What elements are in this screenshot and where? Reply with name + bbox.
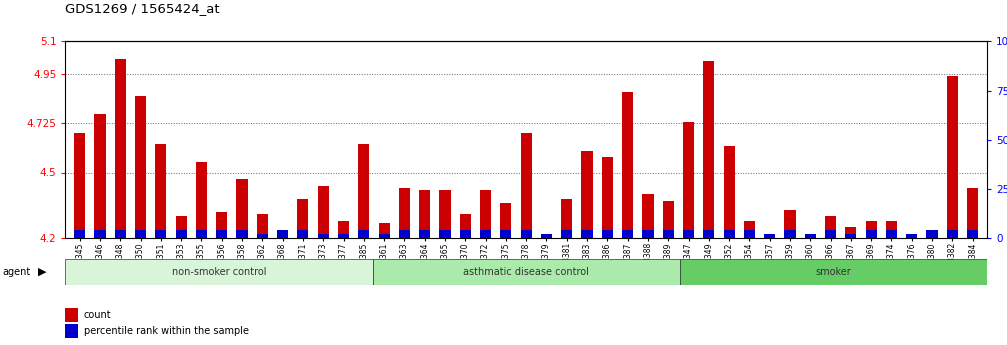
Bar	[764, 234, 775, 238]
Bar	[926, 230, 938, 238]
Bar	[602, 230, 613, 238]
Bar	[459, 230, 471, 238]
Bar	[195, 161, 207, 238]
Bar	[317, 234, 329, 238]
Bar	[947, 76, 958, 238]
Bar	[805, 234, 816, 238]
Bar	[622, 230, 633, 238]
Bar	[886, 230, 897, 238]
Bar	[358, 144, 370, 238]
Text: non-smoker control: non-smoker control	[172, 267, 266, 277]
Bar	[439, 190, 450, 238]
Bar	[459, 214, 471, 238]
Bar	[680, 259, 987, 285]
Bar	[65, 259, 373, 285]
Bar	[379, 234, 390, 238]
Bar	[723, 146, 735, 238]
Bar	[297, 199, 308, 238]
Bar	[480, 230, 491, 238]
Bar	[642, 230, 654, 238]
Bar	[135, 96, 146, 238]
Bar	[95, 230, 106, 238]
Bar	[581, 230, 593, 238]
Bar	[602, 157, 613, 238]
Bar	[155, 230, 166, 238]
Bar	[541, 234, 552, 238]
Bar	[75, 230, 86, 238]
Text: count: count	[84, 310, 111, 319]
Bar	[399, 230, 410, 238]
Bar	[947, 230, 958, 238]
Bar	[561, 199, 572, 238]
Bar	[379, 223, 390, 238]
Bar	[926, 234, 938, 238]
Bar	[703, 230, 714, 238]
Bar	[825, 216, 836, 238]
Bar	[358, 230, 370, 238]
Bar	[561, 230, 572, 238]
Bar	[845, 227, 857, 238]
Bar	[521, 230, 532, 238]
Bar	[967, 230, 978, 238]
Bar	[744, 230, 755, 238]
Bar	[845, 234, 857, 238]
Bar	[155, 144, 166, 238]
Bar	[663, 201, 674, 238]
Bar	[277, 230, 288, 238]
Bar	[419, 190, 430, 238]
Text: asthmatic disease control: asthmatic disease control	[463, 267, 589, 277]
Bar	[500, 203, 512, 238]
Text: percentile rank within the sample: percentile rank within the sample	[84, 326, 249, 336]
Bar	[338, 234, 349, 238]
Bar	[886, 220, 897, 238]
Bar	[521, 133, 532, 238]
Bar	[257, 214, 268, 238]
Bar	[805, 234, 816, 238]
Bar	[784, 230, 796, 238]
Bar	[642, 194, 654, 238]
Text: agent: agent	[2, 267, 30, 277]
Bar	[683, 122, 694, 238]
Bar	[217, 212, 228, 238]
Bar	[480, 190, 491, 238]
Bar	[75, 133, 86, 238]
Bar	[257, 234, 268, 238]
Bar	[217, 230, 228, 238]
Bar	[175, 216, 186, 238]
Bar	[703, 61, 714, 238]
Bar	[115, 230, 126, 238]
Bar	[317, 186, 329, 238]
Bar	[237, 179, 248, 238]
Bar	[439, 230, 450, 238]
Bar	[500, 230, 512, 238]
Bar	[419, 230, 430, 238]
Bar	[338, 220, 349, 238]
Bar	[744, 220, 755, 238]
Bar	[135, 230, 146, 238]
Text: smoker: smoker	[816, 267, 851, 277]
Bar	[967, 188, 978, 238]
Bar	[297, 230, 308, 238]
Bar	[825, 230, 836, 238]
Bar	[906, 234, 917, 238]
Bar	[723, 230, 735, 238]
Text: GDS1269 / 1565424_at: GDS1269 / 1565424_at	[65, 2, 221, 15]
Text: ▶: ▶	[38, 267, 46, 277]
Bar	[866, 230, 877, 238]
Bar	[581, 151, 593, 238]
Bar	[195, 230, 207, 238]
Bar	[866, 220, 877, 238]
Bar	[175, 230, 186, 238]
Bar	[277, 234, 288, 238]
Bar	[622, 92, 633, 238]
Bar	[115, 59, 126, 238]
Bar	[541, 234, 552, 238]
Bar	[784, 210, 796, 238]
Bar	[683, 230, 694, 238]
Bar	[373, 259, 680, 285]
Bar	[95, 114, 106, 238]
Bar	[399, 188, 410, 238]
Bar	[663, 230, 674, 238]
Bar	[237, 230, 248, 238]
